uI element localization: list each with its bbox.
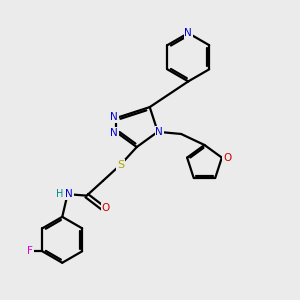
Text: S: S bbox=[117, 160, 124, 170]
Text: O: O bbox=[223, 153, 231, 163]
Text: N: N bbox=[65, 189, 73, 199]
Text: H: H bbox=[56, 189, 63, 199]
Text: N: N bbox=[184, 28, 192, 38]
Text: N: N bbox=[110, 128, 118, 138]
Text: N: N bbox=[155, 127, 163, 137]
Text: O: O bbox=[102, 203, 110, 213]
Text: N: N bbox=[110, 112, 118, 122]
Text: F: F bbox=[27, 246, 33, 256]
